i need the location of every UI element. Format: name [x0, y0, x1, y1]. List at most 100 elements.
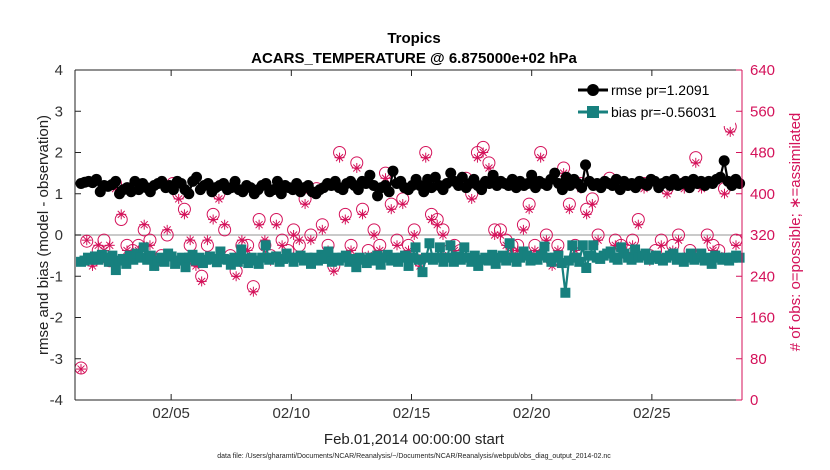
bias-data-point	[685, 248, 696, 259]
rmse-data-point	[275, 188, 287, 200]
bias-data-point	[448, 256, 459, 267]
x-tick-label: 02/10	[273, 405, 311, 422]
rmse-data-point	[445, 167, 457, 179]
obs-assimilated-marker	[81, 235, 92, 246]
asterisk-stroke	[536, 153, 545, 162]
obs-assimilated-marker	[248, 286, 259, 297]
bias-data-point	[372, 250, 383, 261]
rmse-data-point	[90, 173, 102, 185]
obs-assimilated-marker	[673, 235, 684, 246]
x-tick-label: 02/15	[393, 405, 431, 422]
y-tick-label: 3	[55, 103, 63, 120]
asterisk-stroke	[220, 220, 229, 229]
obs-assimilated-marker	[104, 240, 115, 251]
bias-data-point	[128, 254, 139, 265]
asterisk-stroke	[232, 272, 240, 281]
asterisk-stroke	[123, 246, 131, 255]
asterisk-stroke	[387, 205, 396, 214]
obs-assimilated-marker	[277, 240, 288, 251]
asterisk-stroke	[272, 220, 281, 229]
x-tick-label: 02/25	[633, 405, 671, 422]
bias-data-point	[612, 254, 623, 265]
y-right-tick-label: 80	[750, 351, 767, 368]
bias-data-point	[574, 256, 585, 267]
bias-data-point	[187, 249, 198, 260]
bias-data-point	[420, 252, 431, 263]
bias-data-point	[605, 246, 616, 257]
legend: rmse pr=1.2091 bias pr=-0.56031	[575, 80, 735, 126]
rmse-data-point	[526, 169, 538, 181]
obs-assimilated-marker	[328, 266, 339, 277]
obs-assimilated-marker	[76, 364, 87, 375]
asterisk-stroke	[634, 220, 643, 229]
obs-assimilated-marker	[357, 209, 368, 220]
rmse-data-point	[364, 169, 376, 181]
obs-assimilated-marker	[662, 188, 673, 199]
asterisk-stroke	[393, 241, 401, 250]
asterisk-stroke	[582, 210, 591, 219]
asterisk-stroke	[674, 236, 683, 245]
obs-assimilated-marker	[305, 235, 316, 246]
rmse-data-point	[456, 171, 468, 183]
obs-assimilated-marker	[351, 162, 362, 173]
rmse-data-point	[229, 175, 241, 187]
bias-data-point	[180, 262, 191, 273]
obs-assimilated-marker	[300, 199, 311, 210]
obs-assimilated-marker	[518, 224, 529, 235]
asterisk-stroke	[479, 148, 488, 157]
bias-data-point	[253, 258, 264, 269]
bias-data-point	[410, 242, 421, 253]
asterisk-stroke	[565, 205, 574, 214]
asterisk-stroke	[209, 215, 218, 224]
obs-assimilated-marker	[392, 240, 403, 251]
bias-data-point	[556, 258, 567, 269]
bias-data-point	[703, 252, 714, 263]
data-file-footnote: data file: /Users/gharamti/Documents/NCA…	[217, 453, 611, 460]
bias-data-point	[257, 252, 268, 263]
bias-data-point	[278, 253, 289, 264]
bias-data-point	[145, 250, 156, 261]
obs-assimilated-marker	[236, 235, 247, 246]
obs-assimilated-marker	[334, 152, 345, 163]
obs-assimilated-marker	[495, 230, 506, 240]
legend-box	[575, 80, 735, 126]
asterisk-stroke	[174, 195, 183, 203]
x-tick-label: 02/05	[152, 405, 190, 422]
asterisk-stroke	[720, 189, 729, 198]
asterisk-stroke	[691, 158, 700, 167]
obs-assimilated-marker	[432, 219, 443, 230]
asterisk-stroke	[249, 287, 258, 296]
rmse-series-layer	[75, 155, 746, 202]
asterisk-stroke	[140, 220, 149, 229]
asterisk-stroke	[215, 195, 223, 203]
rmse-data-point	[576, 182, 588, 194]
asterisk-stroke	[726, 128, 735, 136]
bias-data-point	[483, 255, 494, 266]
bias-data-point	[103, 256, 114, 267]
y-right-tick-label: 0	[750, 392, 758, 409]
asterisk-stroke	[186, 236, 195, 245]
chart-title: Tropics	[387, 30, 440, 47]
y-right-tick-label: 640	[750, 62, 775, 79]
bias-data-point	[271, 251, 282, 262]
bias-data-point	[487, 249, 498, 260]
asterisk-stroke	[180, 210, 189, 219]
chart-subtitle: ACARS_TEMPERATURE @ 6.875000e+02 hPa	[251, 50, 577, 67]
rmse-data-point	[352, 184, 364, 196]
rmse-data-point	[580, 159, 592, 171]
y-tick-label: 1	[55, 186, 63, 203]
obs-assimilated-marker	[564, 204, 575, 215]
asterisk-stroke	[278, 241, 286, 250]
obs-assimilated-marker	[409, 230, 420, 240]
bias-data-point	[232, 256, 243, 267]
y-right-axis-label: # of obs: o=possible; ∗=assimilated	[787, 113, 804, 352]
y-right-tick-label: 240	[750, 268, 775, 285]
bias-data-point	[424, 238, 435, 249]
bias-data-point	[581, 263, 592, 273]
obs-assimilated-marker	[213, 193, 224, 204]
asterisk-stroke	[657, 241, 666, 250]
bias-data-point	[630, 244, 641, 255]
asterisk-stroke	[410, 231, 419, 239]
asterisk-stroke	[301, 200, 309, 208]
rmse-data-point	[372, 190, 384, 202]
